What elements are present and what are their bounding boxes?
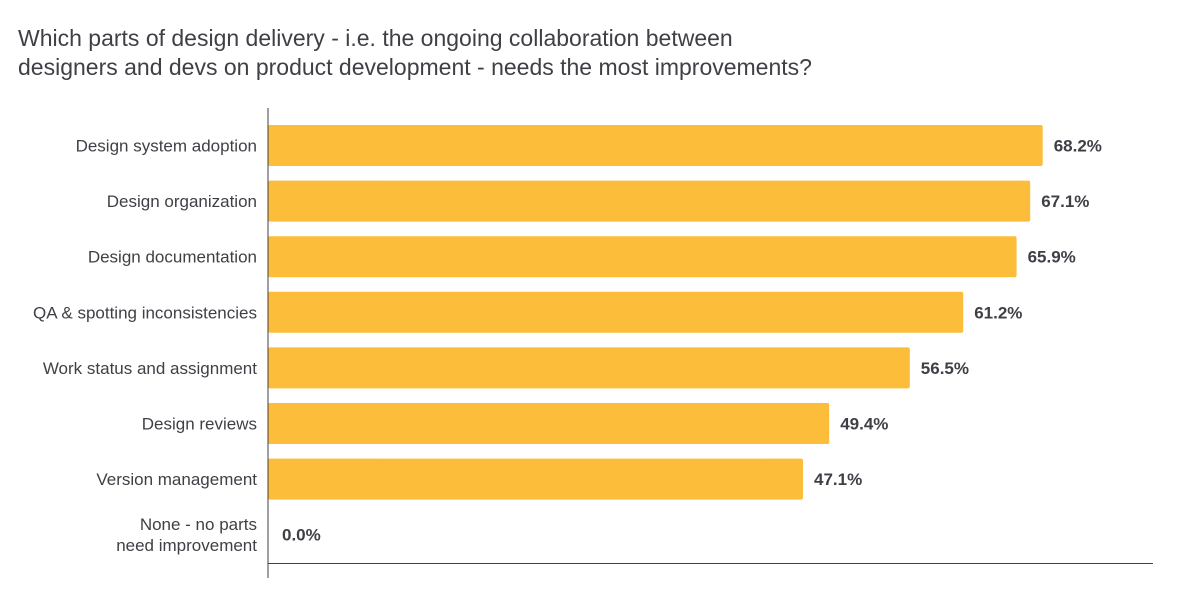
bar-6 [268, 458, 803, 500]
chart-title-line-1: Which parts of design delivery - i.e. th… [18, 25, 733, 51]
category-labels-layer: Design system adoption Design organizatio… [33, 137, 257, 556]
category-label-line: None - no parts [140, 515, 257, 534]
bar-4 [268, 347, 910, 389]
value-label-6: 47.1% [814, 470, 862, 489]
value-label-1: 67.1% [1041, 192, 1089, 211]
bars-layer [268, 125, 1043, 500]
category-label-7: None - no parts need improvement [116, 515, 257, 555]
category-label-3: QA & spotting inconsistencies [33, 303, 257, 322]
bar-0 [268, 125, 1043, 166]
category-label-line: Work status and assignment [43, 359, 257, 378]
category-label-line: Design organization [107, 192, 257, 211]
category-label-line: Design documentation [88, 248, 257, 267]
category-label-line: need improvement [116, 536, 257, 555]
category-label-line: Design system adoption [76, 137, 257, 156]
category-label-1: Design organization [107, 192, 257, 211]
bar-1 [268, 180, 1031, 222]
value-labels-layer: 68.2% 67.1% 65.9% 61.2% 56.5% 49.4% 47.1% 0.0% [282, 137, 1102, 545]
category-label-6: Version management [96, 470, 257, 489]
value-label-3: 61.2% [974, 303, 1022, 322]
category-label-line: Version management [96, 470, 257, 489]
value-label-2: 65.9% [1028, 248, 1076, 267]
bar-3 [268, 291, 964, 333]
category-label-0: Design system adoption [76, 137, 257, 156]
category-label-line: QA & spotting inconsistencies [33, 303, 257, 322]
chart-title: Which parts of design delivery - i.e. th… [18, 24, 1118, 82]
value-label-0: 68.2% [1054, 137, 1102, 156]
bar-2 [268, 236, 1017, 278]
value-label-7: 0.0% [282, 526, 321, 545]
value-label-5: 49.4% [840, 415, 888, 434]
bar-5 [268, 403, 830, 444]
category-label-2: Design documentation [88, 248, 257, 267]
value-label-4: 56.5% [921, 359, 969, 378]
chart-title-line-2: designers and devs on product developmen… [18, 54, 812, 80]
category-label-5: Design reviews [142, 415, 257, 434]
axes-layer [267, 108, 1153, 578]
category-label-line: Design reviews [142, 415, 257, 434]
category-label-4: Work status and assignment [43, 359, 257, 378]
